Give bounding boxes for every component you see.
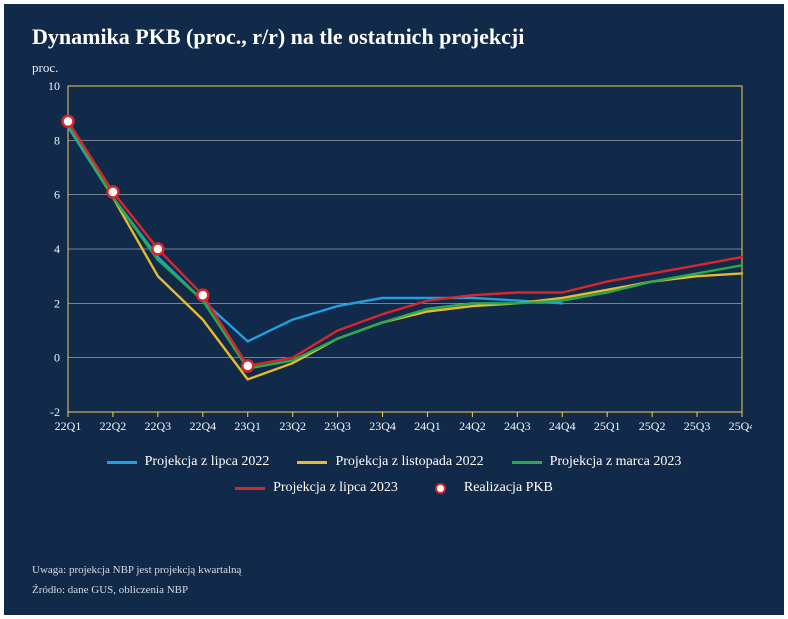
legend-line-icon (235, 487, 265, 490)
legend-item: Projekcja z lipca 2022 (107, 454, 270, 470)
legend-item: Projekcja z lipca 2023 (235, 480, 398, 496)
svg-text:22Q2: 22Q2 (100, 419, 127, 433)
line-chart-svg: -2 0 2 4 6 8 10 22Q1 22Q2 22Q3 22Q4 23Q1 23Q2 23Q3 23Q… (32, 80, 752, 440)
legend: Projekcja z lipca 2022 Projekcja z listop… (32, 454, 756, 496)
svg-text:25Q2: 25Q2 (639, 419, 666, 433)
svg-text:24Q1: 24Q1 (414, 419, 441, 433)
svg-text:25Q1: 25Q1 (594, 419, 621, 433)
svg-text:8: 8 (54, 133, 60, 147)
svg-text:23Q4: 23Q4 (369, 419, 396, 433)
outer-frame: Dynamika PKB (proc., r/r) na tle ostatni… (0, 0, 788, 619)
legend-line-icon (107, 461, 137, 464)
svg-text:23Q1: 23Q1 (234, 419, 261, 433)
legend-item: Projekcja z listopada 2022 (297, 454, 483, 470)
svg-text:4: 4 (54, 242, 60, 256)
svg-text:0: 0 (54, 351, 60, 365)
legend-marker-icon (426, 482, 456, 494)
svg-text:22Q1: 22Q1 (55, 419, 82, 433)
svg-text:23Q2: 23Q2 (279, 419, 306, 433)
svg-text:25Q3: 25Q3 (684, 419, 711, 433)
legend-item: Realizacja PKB (426, 480, 553, 496)
svg-text:22Q4: 22Q4 (189, 419, 216, 433)
y-axis-label: proc. (32, 60, 756, 76)
chart-area: -2 0 2 4 6 8 10 22Q1 22Q2 22Q3 22Q4 23Q1 23Q2 23Q3 23Q… (32, 80, 752, 440)
legend-row: Projekcja z lipca 2023 Realizacja PKB (32, 480, 756, 496)
chart-panel: Dynamika PKB (proc., r/r) na tle ostatni… (4, 4, 784, 615)
svg-text:24Q2: 24Q2 (459, 419, 486, 433)
svg-text:6: 6 (54, 188, 60, 202)
legend-label: Projekcja z lipca 2022 (145, 454, 270, 470)
legend-row: Projekcja z lipca 2022 Projekcja z listop… (32, 454, 756, 470)
legend-label: Realizacja PKB (464, 480, 553, 496)
svg-text:10: 10 (48, 80, 60, 93)
legend-line-icon (297, 461, 327, 464)
chart-title: Dynamika PKB (proc., r/r) na tle ostatni… (32, 24, 756, 50)
svg-text:23Q3: 23Q3 (324, 419, 351, 433)
legend-label: Projekcja z lipca 2023 (273, 480, 398, 496)
legend-label: Projekcja z listopada 2022 (335, 454, 483, 470)
svg-text:25Q4: 25Q4 (729, 419, 752, 433)
source-text: Źródło: dane GUS, obliczenia NBP (32, 581, 241, 601)
legend-line-icon (512, 461, 542, 464)
legend-item: Projekcja z marca 2023 (512, 454, 682, 470)
svg-text:-2: -2 (50, 405, 60, 419)
note-text: Uwaga: projekcja NBP jest projekcją kwar… (32, 561, 241, 581)
svg-text:24Q3: 24Q3 (504, 419, 531, 433)
legend-label: Projekcja z marca 2023 (550, 454, 682, 470)
svg-text:24Q4: 24Q4 (549, 419, 576, 433)
footnotes: Uwaga: projekcja NBP jest projekcją kwar… (32, 561, 241, 601)
svg-text:22Q3: 22Q3 (145, 419, 172, 433)
svg-text:2: 2 (54, 296, 60, 310)
